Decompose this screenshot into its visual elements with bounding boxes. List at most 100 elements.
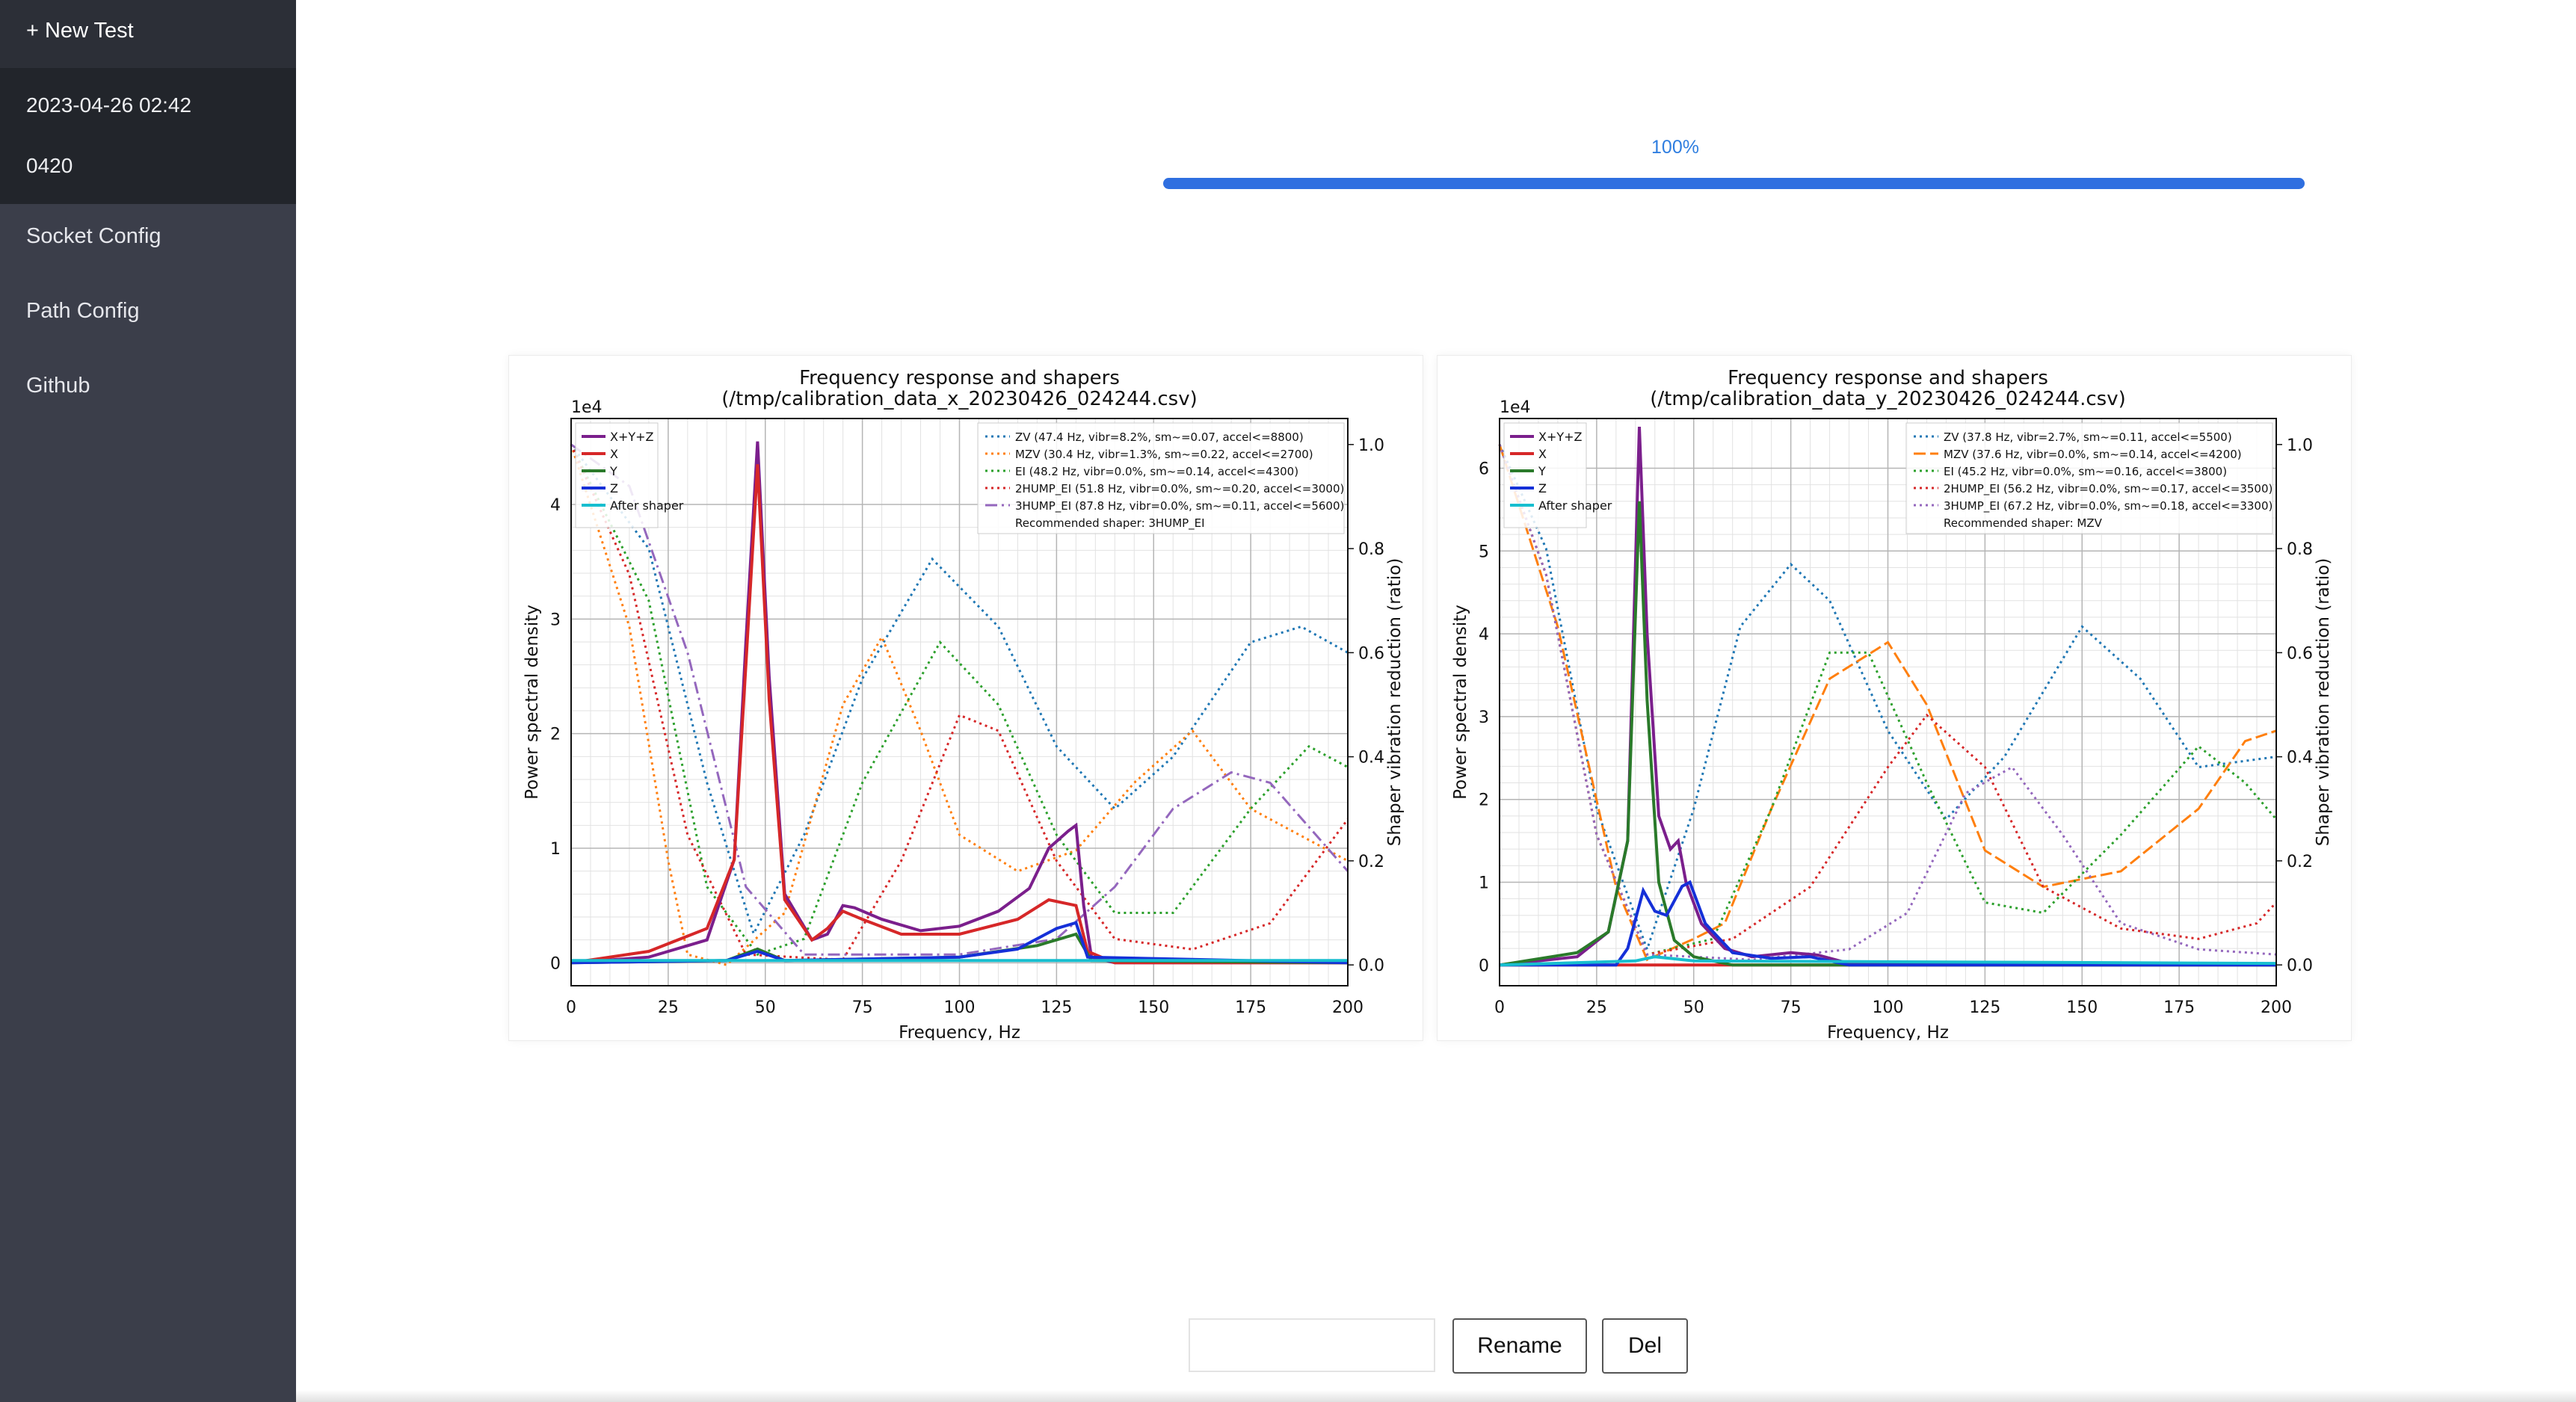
c0-y2-tick-label: 0.4 [1358,749,1384,768]
c0-chart-title: Frequency response and shapers [799,367,1120,389]
c1-y-tick-label: 6 [1479,460,1489,478]
c1-legend-right: ZV (37.8 Hz, vibr=2.7%, sm~=0.11, accel<… [1905,422,2273,534]
c1-legend-left-item: Y [1538,464,1546,478]
c1-legend-right-item: 3HUMP_EI (67.2 Hz, vibr=0.0%, sm~=0.18, … [1944,499,2273,513]
c0-psd-line-z [570,921,1349,965]
rename-input[interactable] [1189,1318,1435,1372]
c0-legend-left-item: X [610,447,618,461]
c0-shaper-line-3hump_ei [570,443,1349,956]
c1-legend-left-box [1503,422,1587,528]
c1-x-tick-label: 150 [2066,998,2098,1017]
rename-button[interactable]: Rename [1452,1318,1587,1374]
c1-y2-tick-label: 0.2 [2287,853,2313,871]
c1-y2-tick-label: 0.4 [2287,749,2313,768]
c1-recommended-shaper: Recommended shaper: MZV [1944,516,2103,530]
c1-chart-title: Frequency response and shapers [1728,367,2048,389]
c1-legend-left: X+Y+Z XYZ After shaper [1503,422,1612,528]
c0-y-tick-label: 1 [550,840,561,859]
c0-legend-right-box [977,422,1345,534]
sidebar-item-github[interactable]: Github [26,374,90,398]
c0-x-tick-label: 175 [1235,998,1266,1017]
c0-x-axis-label: Frequency, Hz [899,1023,1020,1040]
c0-y-tick-label: 0 [550,954,561,973]
c0-plot-frame [570,418,1349,986]
sidebar-item-socket-config[interactable]: Socket Config [26,224,161,248]
c1-y-tick-label: 2 [1479,791,1489,810]
c1-y-tick-label: 5 [1479,543,1489,561]
c0-y-tick-label: 3 [550,611,561,629]
history-name: 0420 [26,154,73,177]
c1-y2-tick-label: 1.0 [2287,436,2313,455]
c0-legend-left-item: Y [609,464,617,478]
c1-psd-line-after-shaper [1499,955,2277,967]
c1-legend-left-item: Z [1538,481,1547,495]
c0-legend-right-item: 2HUMP_EI (51.8 Hz, vibr=0.0%, sm~=0.20, … [1015,482,1344,496]
c0-legend-left-item: X+Y+Z [610,430,654,444]
c0-shaper-line-ei [570,444,1349,956]
c1-legend-left-item: X [1538,447,1547,461]
chart-x-svg: 0 25 50 75 100 125 150 175 200 0 1 2 3 4 0.0 0.2 0.4 0.6 0… [523,367,1405,1040]
c0-recommended-shaper: Recommended shaper: 3HUMP_EI [1015,516,1205,531]
c1-x-tick-label: 0 [1494,998,1505,1017]
c1-shaper-line-mzv [1498,444,2277,962]
c0-legend-left-item: Z [610,481,618,495]
c1-x-tick-label: 175 [2163,998,2195,1017]
c1-x-tick-label: 75 [1781,998,1802,1017]
c1-legend-left-item: X+Y+Z [1538,430,1583,444]
c1-y-axis-label: Power spectral density [1451,605,1470,800]
c0-x-tick-label: 100 [944,998,976,1017]
c0-legend-right-item: ZV (47.4 Hz, vibr=8.2%, sm~=0.07, accel<… [1015,430,1304,444]
c0-y2-tick-label: 0.0 [1358,957,1384,975]
c0-x-tick-label: 0 [566,998,576,1017]
c0-legend-left: X+Y+Z XYZ After shaper [575,422,684,528]
c1-x-tick-label: 25 [1586,998,1607,1017]
c1-plot-frame [1499,418,2277,986]
c0-shaper-line-zv [570,443,1349,937]
c0-x-tick-label: 50 [755,998,776,1017]
c1-x-axis-label: Frequency, Hz [1827,1023,1949,1040]
c1-y-tick-label: 1 [1479,874,1489,892]
c0-y2-axis-label: Shaper vibration reduction (ratio) [1385,558,1405,847]
new-test-button[interactable]: + New Test [0,0,296,68]
chart-x-axis: 0 25 50 75 100 125 150 175 200 0 1 2 3 4 0.0 0.2 0.4 0.6 0… [509,356,1423,1040]
delete-button[interactable]: Del [1602,1318,1688,1374]
c0-legend-left-box [575,422,659,528]
c1-y2-tick-label: 0.0 [2287,957,2313,975]
c1-legend-left-item: After shaper [1538,498,1612,513]
progress-fill [1163,178,2305,189]
history-date: 2023-04-26 02:42 [26,93,192,117]
c0-y-tick-label: 2 [550,726,561,744]
c1-legend-right-item: 2HUMP_EI (56.2 Hz, vibr=0.0%, sm~=0.17, … [1944,482,2273,496]
c1-legend-right-box [1905,422,2273,534]
c1-chart-subtitle: (/tmp/calibration_data_y_20230426_024244… [1650,388,2125,410]
c0-y2-tick-label: 1.0 [1358,436,1384,455]
c1-shaper-line-ei [1498,444,2278,956]
c1-y-tick-label: 0 [1479,957,1489,975]
chart-y-svg: 0 25 50 75 100 125 150 175 200 0 1 2 3 4 5 6 0.0 0.2 0.4 0.… [1451,367,2333,1040]
history-item[interactable]: 2023-04-26 02:42 0420 [0,68,296,204]
progress-label: 100% [1651,137,1699,158]
c0-y2-tick-label: 0.2 [1358,853,1384,871]
c1-y-multiplier: 1e4 [1500,398,1531,417]
c1-y-tick-label: 4 [1479,626,1489,644]
c0-y2-tick-label: 0.8 [1358,540,1384,559]
c0-x-tick-label: 125 [1041,998,1072,1017]
chart-y-axis: 0 25 50 75 100 125 150 175 200 0 1 2 3 4 5 6 0.0 0.2 0.4 0.… [1438,356,2351,1040]
c0-shaper-line-mzv [570,444,1349,966]
c1-x-tick-label: 50 [1683,998,1704,1017]
c0-y-tick-label: 4 [550,496,561,515]
c1-x-tick-label: 125 [1969,998,2000,1017]
c1-x-tick-label: 200 [2261,998,2292,1017]
bottom-shadow [296,1390,2576,1402]
c0-x-tick-label: 75 [852,998,873,1017]
bottom-actions: Rename Del [296,1308,2576,1402]
c0-legend-right-item: 3HUMP_EI (87.8 Hz, vibr=0.0%, sm~=0.11, … [1015,499,1344,513]
sidebar-item-path-config[interactable]: Path Config [26,299,140,323]
c0-chart-subtitle: (/tmp/calibration_data_x_20230426_024244… [721,388,1197,410]
c0-legend-right-item: MZV (30.4 Hz, vibr=1.3%, sm~=0.22, accel… [1015,448,1313,461]
c1-y2-axis-label: Shaper vibration reduction (ratio) [2314,558,2333,847]
c0-y2-tick-label: 0.6 [1358,644,1384,663]
c1-y2-tick-label: 0.8 [2287,540,2313,559]
c1-legend-right-item: ZV (37.8 Hz, vibr=2.7%, sm~=0.11, accel<… [1944,430,2232,444]
sidebar: + New Test 2023-04-26 02:42 0420 Socket … [0,0,296,1402]
